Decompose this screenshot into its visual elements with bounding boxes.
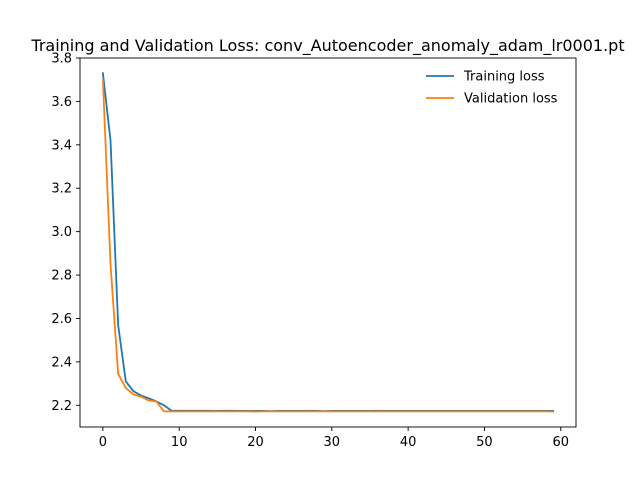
series-layer xyxy=(101,72,555,413)
x-tick-label: 30 xyxy=(324,435,341,450)
y-tick-label: 2.4 xyxy=(51,355,72,370)
y-tick-label: 3.2 xyxy=(51,182,72,197)
x-tick-label: 10 xyxy=(171,435,188,450)
x-tick-label: 20 xyxy=(247,435,264,450)
legend-label-validation-loss: Validation loss xyxy=(464,92,558,107)
x-tick-label: 40 xyxy=(400,435,417,450)
x-tick-label: 60 xyxy=(552,435,569,450)
y-tick-label: 3.6 xyxy=(51,95,72,110)
y-tick-label: 2.8 xyxy=(51,269,72,284)
axes-layer: 0 10 20 30 40 50 60 2.2 2.4 2.6 2.8 3.0 3.2 3.4 3.6 3.8 xyxy=(51,52,577,450)
legend: Training loss Validation loss xyxy=(426,70,558,107)
axes-frame xyxy=(79,57,577,428)
x-tick-label: 50 xyxy=(476,435,493,450)
series-line-validation-loss xyxy=(101,78,555,413)
y-tick-label: 3.0 xyxy=(51,225,72,240)
y-tick-label: 3.4 xyxy=(51,138,72,153)
x-tick-label: 0 xyxy=(99,435,107,450)
y-tick-label: 3.8 xyxy=(51,52,72,67)
y-tick-label: 2.2 xyxy=(51,399,72,414)
chart-title: Training and Validation Loss: conv_Autoe… xyxy=(30,36,624,56)
legend-label-training-loss: Training loss xyxy=(463,70,545,85)
y-tick-label: 2.6 xyxy=(51,312,72,327)
